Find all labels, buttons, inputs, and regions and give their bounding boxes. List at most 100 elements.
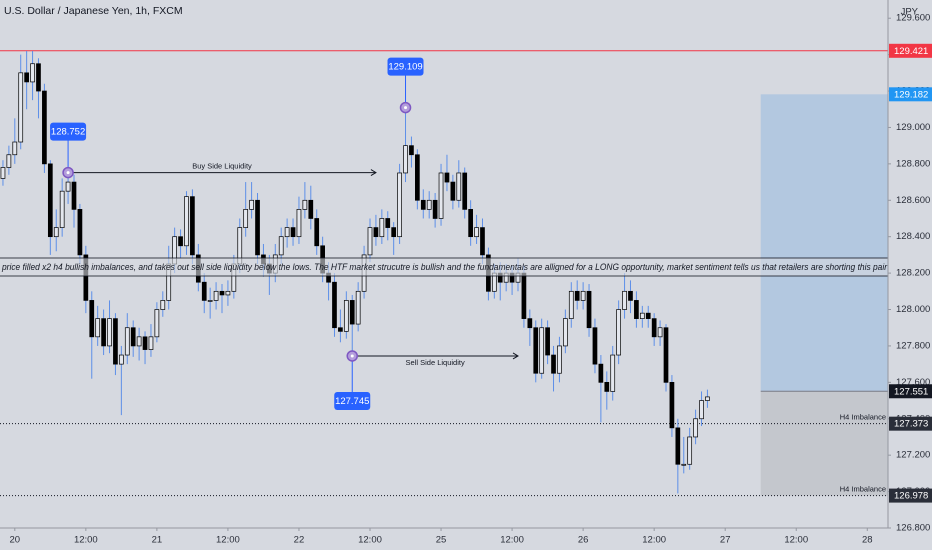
target-badge (889, 87, 932, 102)
candle-body (468, 209, 473, 238)
pivot-badge (334, 391, 371, 410)
candle-body (598, 363, 604, 383)
liquidity-label: Sell Side Liquidity (406, 358, 465, 367)
arrow-head (512, 352, 519, 360)
pivot-dot (404, 106, 408, 110)
y-tick-label: 128.400 (896, 231, 930, 242)
candle-body (568, 290, 574, 319)
candle-body (403, 145, 408, 174)
candle-body (142, 336, 148, 350)
candle-body (639, 312, 645, 319)
x-tick-label: 12:00 (784, 535, 808, 546)
candle-body (95, 318, 101, 338)
pivot-label: 129.109 (388, 62, 422, 73)
x-tick-label: 28 (862, 535, 873, 546)
candle-body (284, 227, 290, 238)
stop-zone (760, 391, 888, 496)
candle-body (432, 199, 438, 219)
candle-body (36, 63, 41, 92)
x-tick-label: 22 (294, 535, 305, 546)
x-tick-label: 12:00 (500, 535, 524, 546)
candle-body (693, 418, 698, 438)
candle-body (71, 181, 77, 210)
candle-body (77, 209, 83, 256)
candle-body (574, 290, 580, 301)
overlays: H4 Imbalance H4 Imbalance price filled x2 … (0, 57, 889, 494)
candle-body (148, 336, 154, 350)
pivot-badge (387, 57, 424, 76)
candle-body (651, 318, 657, 338)
y-tick-label: 126.800 (896, 523, 930, 534)
candle-body (539, 327, 545, 374)
position-zones (0, 50, 888, 497)
candle-body (249, 199, 254, 210)
candle-body (83, 254, 89, 301)
candle-body (551, 354, 556, 374)
imbalance-badge (889, 416, 932, 431)
y-tick-label: 127.600 (896, 377, 930, 388)
x-tick-label: 21 (152, 535, 163, 546)
candle-body (201, 281, 207, 301)
candle-body (444, 172, 450, 183)
candle-body (0, 167, 6, 179)
candle-body (409, 145, 414, 156)
candle-body (456, 172, 462, 201)
pivot-badge (50, 122, 87, 141)
arrow-head (370, 169, 377, 177)
candle-body (438, 172, 444, 219)
entry-badge (889, 384, 932, 399)
candle-body (669, 381, 675, 429)
candle-body (12, 141, 18, 156)
candle-body (184, 196, 189, 247)
candle-body (47, 163, 53, 238)
candle-body (379, 218, 385, 238)
candle-body (557, 345, 562, 374)
candle-body (628, 290, 633, 301)
imbalance-label: 127.373 (894, 419, 928, 430)
candle-body (349, 300, 355, 325)
candle-body (30, 63, 35, 83)
candle-body (113, 318, 118, 365)
candle-body (178, 236, 183, 247)
chart-title: U.S. Dollar / Japanese Yen, 1h, FXCM (4, 5, 183, 17)
candle-body (89, 300, 95, 338)
candle-body (207, 300, 213, 302)
candle-body (101, 318, 106, 347)
y-tick-label: 129.000 (896, 122, 930, 133)
candle-body (42, 90, 47, 165)
candle-body (6, 154, 12, 168)
candle-body (420, 199, 426, 210)
pivot-dot (66, 171, 70, 175)
target-label: 129.182 (894, 89, 928, 100)
candle-body (592, 327, 598, 365)
entry-label: 127.551 (894, 386, 928, 397)
candle-body (450, 181, 456, 201)
y-tick-label: 127.800 (896, 340, 930, 351)
candle-body (616, 309, 621, 356)
candle-body (225, 290, 231, 296)
axis-labels: 126.800127.000127.200127.400127.600127.8… (10, 13, 932, 546)
candle-body (462, 172, 468, 210)
imbalance-label: H4 Imbalance (840, 485, 886, 494)
candle-body (308, 199, 314, 219)
resistance-badge (889, 43, 932, 58)
candle-body (699, 400, 704, 420)
resistance-label: 129.421 (894, 46, 928, 57)
y-tick-label: 128.000 (896, 304, 930, 315)
x-tick-label: 27 (720, 535, 731, 546)
candle-body (314, 218, 320, 247)
candle-body (190, 196, 195, 256)
candle-body (657, 327, 663, 338)
x-tick-label: 12:00 (642, 535, 666, 546)
candle-body (586, 290, 592, 329)
candle-body (59, 190, 65, 228)
candle-body (687, 436, 693, 465)
candle-body (338, 327, 343, 332)
candle-body (426, 199, 432, 210)
candle-body (580, 290, 586, 301)
plot (0, 50, 710, 494)
x-tick-label: 26 (578, 535, 589, 546)
imbalance-label: 126.978 (894, 491, 928, 502)
